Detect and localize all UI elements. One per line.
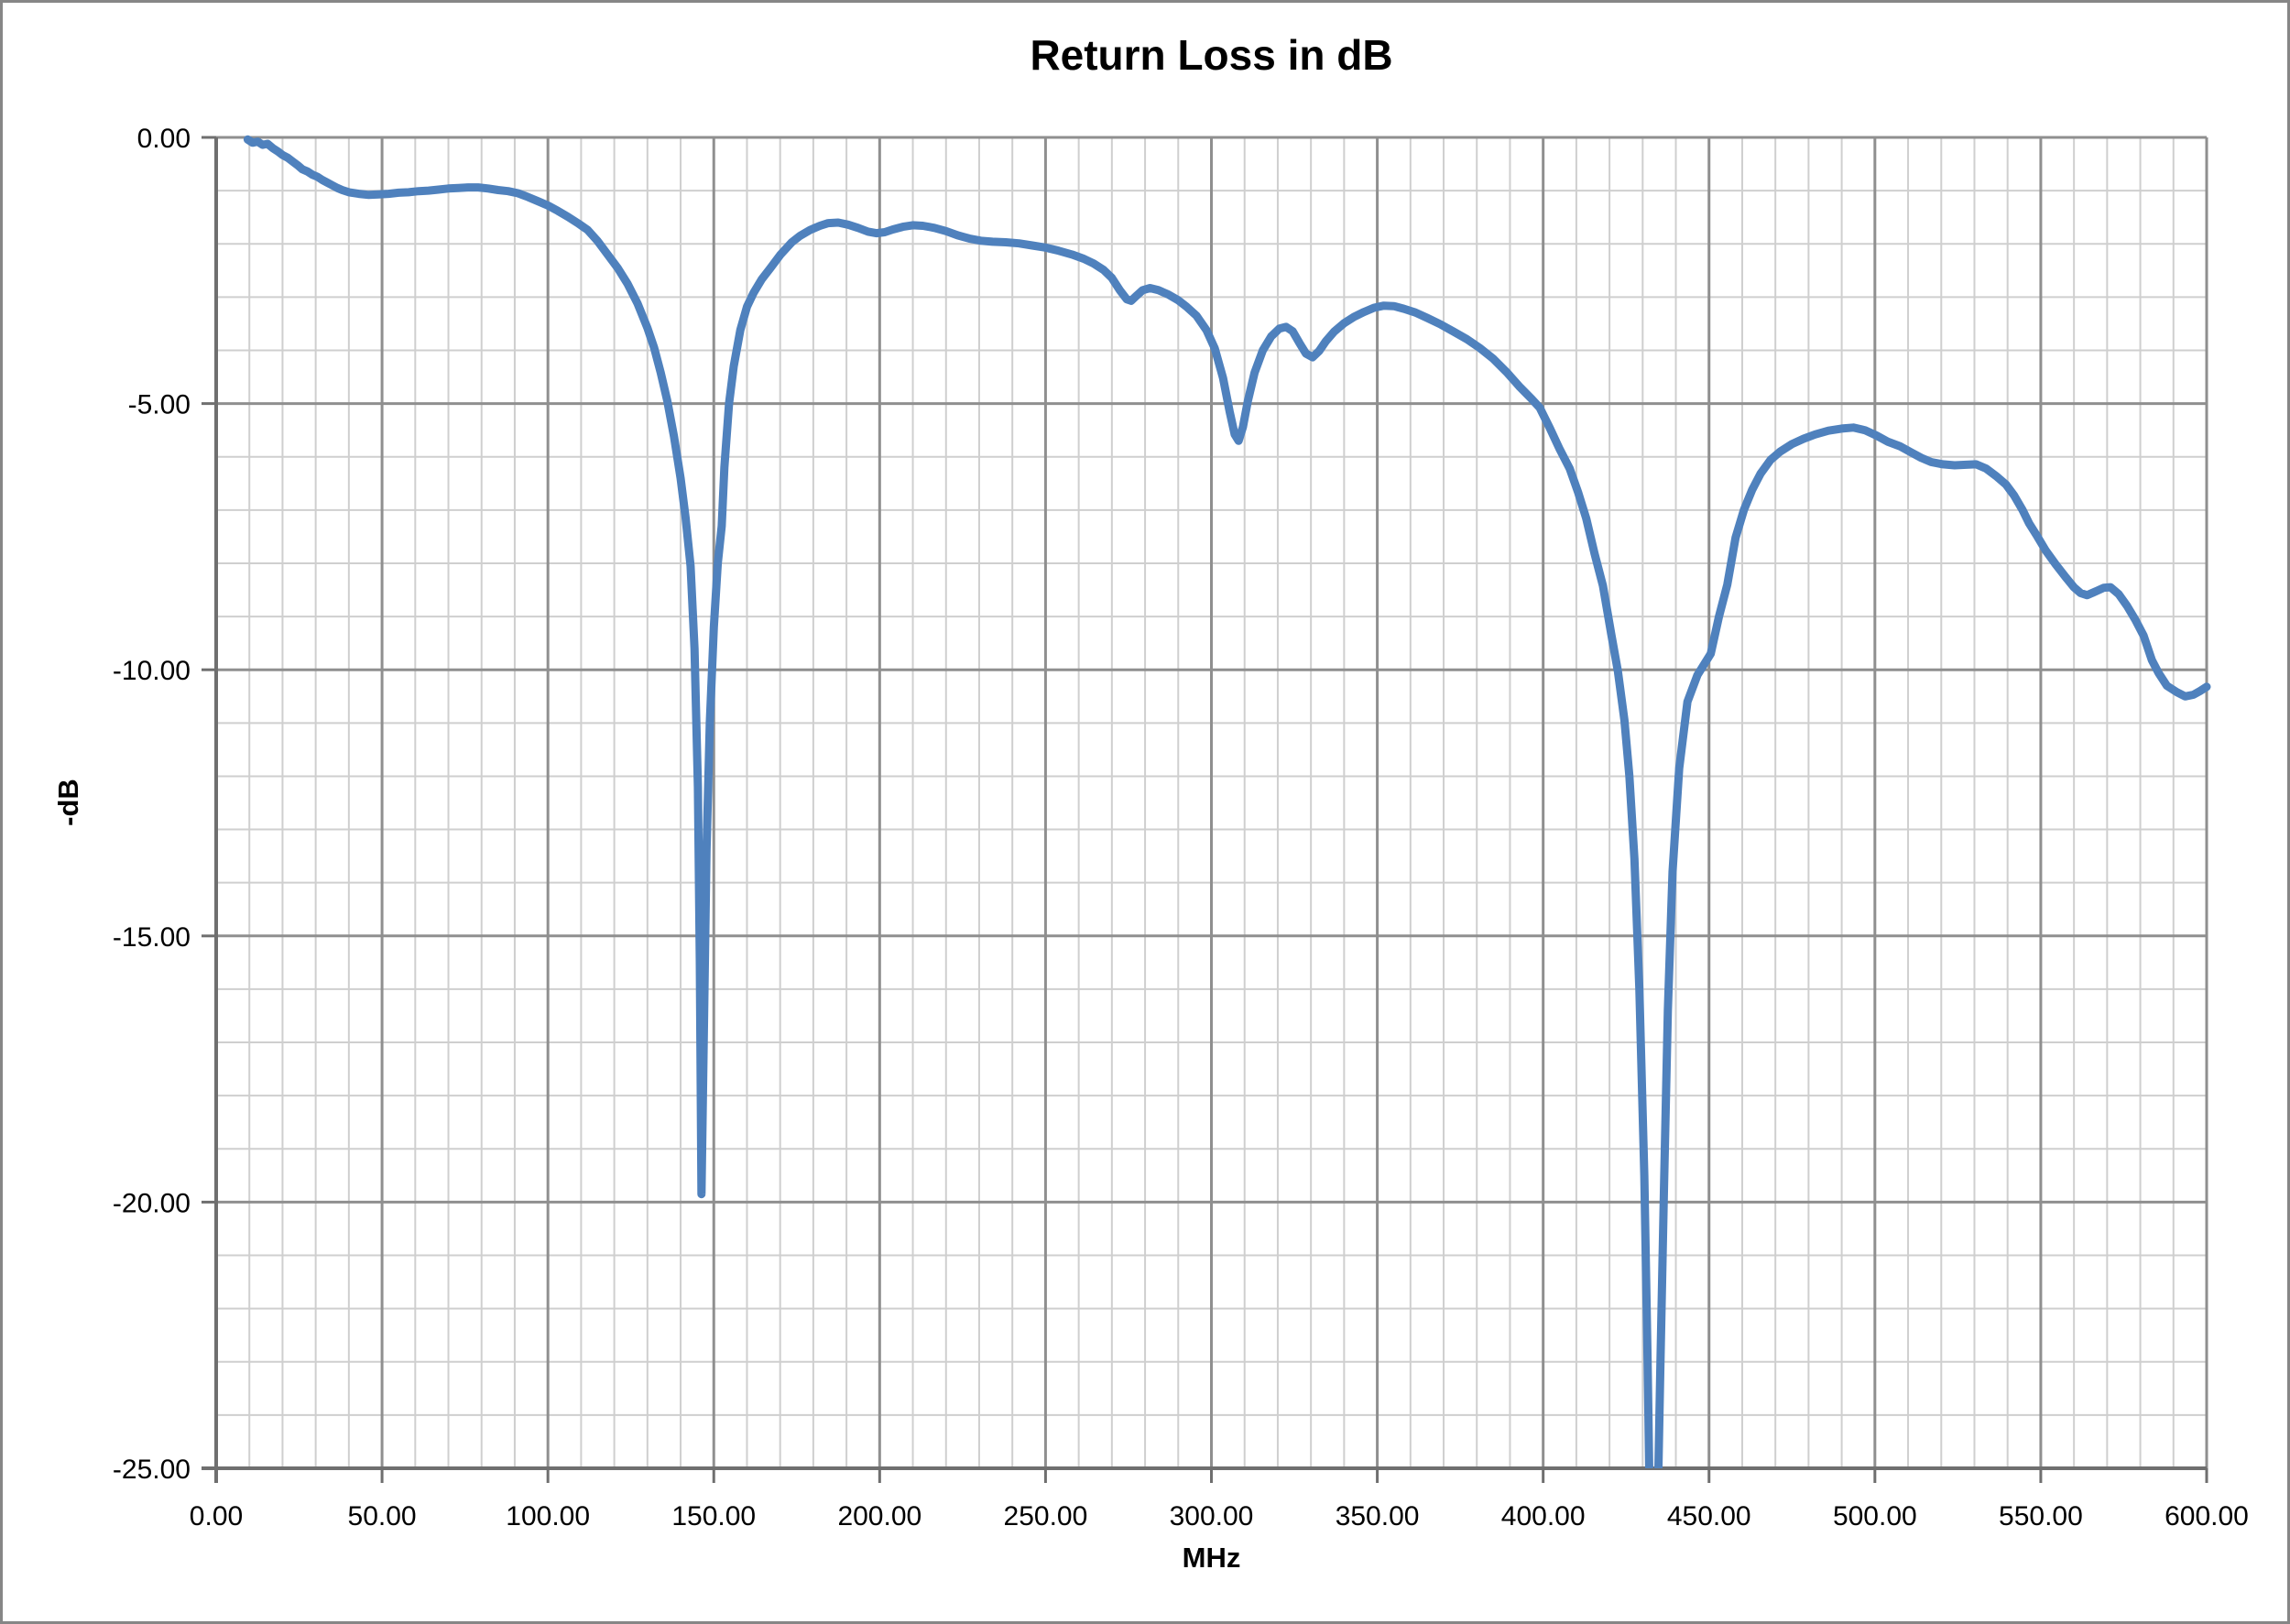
x-tick-label: 100.00 (506, 1501, 590, 1531)
chart-canvas: 0.00 50.00 100.00 150.00 200.00 250.00 300.00 3… (113, 124, 2249, 1531)
x-tick-label: 450.00 (1667, 1501, 1751, 1531)
x-tick-label: 500.00 (1833, 1501, 1917, 1531)
major-gridlines (216, 136, 2208, 1468)
x-axis-label: MHz (1182, 1542, 1241, 1574)
x-tick-label: 150.00 (671, 1501, 756, 1531)
x-tick-label: 400.00 (1501, 1501, 1586, 1531)
x-tick-label: 200.00 (837, 1501, 921, 1531)
x-tick-label: 0.00 (190, 1501, 243, 1531)
y-axis-label: -dB (52, 779, 84, 826)
x-tick-label: 300.00 (1170, 1501, 1254, 1531)
series-group (243, 135, 2211, 1468)
x-tick-label: 600.00 (2165, 1501, 2249, 1531)
tick-labels: 0.00 50.00 100.00 150.00 200.00 250.00 300.00 3… (113, 124, 2249, 1531)
x-tick-label: 50.00 (348, 1501, 417, 1531)
y-tick-label: -10.00 (113, 656, 191, 686)
axes (202, 136, 2208, 1483)
series-line-return-loss (243, 135, 2211, 1468)
x-tick-label: 350.00 (1336, 1501, 1420, 1531)
y-tick-label: -25.00 (113, 1455, 191, 1485)
x-tick-label: 250.00 (1004, 1501, 1088, 1531)
chart-title: Return Loss in dB (1030, 31, 1393, 79)
y-tick-label: -5.00 (128, 390, 191, 420)
y-tick-label: -15.00 (113, 922, 191, 953)
x-tick-label: 550.00 (1999, 1501, 2083, 1531)
y-tick-label: -20.00 (113, 1188, 191, 1218)
y-tick-label: 0.00 (137, 124, 191, 154)
